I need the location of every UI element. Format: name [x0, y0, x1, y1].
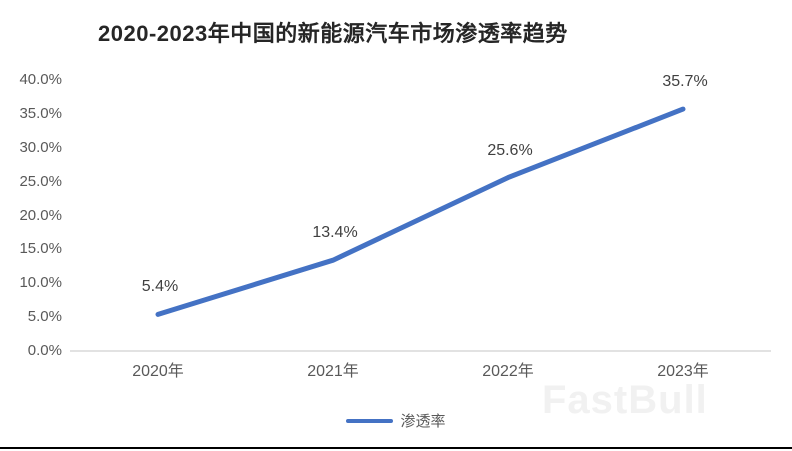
data-label: 13.4%	[312, 224, 358, 242]
data-label: 5.4%	[141, 278, 179, 296]
y-axis-tick-label: 35.0%	[19, 104, 62, 122]
legend: 渗透率	[0, 410, 792, 431]
y-axis-tick-label: 5.0%	[27, 308, 62, 326]
series-line	[155, 106, 686, 317]
x-axis-label: 2021年	[307, 363, 359, 380]
bottom-border	[0, 447, 792, 449]
y-axis-tick-label: 0.0%	[27, 342, 62, 359]
legend-series-label: 渗透率	[400, 413, 446, 430]
legend-line-swatch	[346, 418, 394, 423]
data-label: 35.7%	[662, 73, 708, 91]
x-axis-label: 2022年	[482, 363, 534, 380]
y-axis-tick-label: 30.0%	[19, 138, 62, 156]
y-axis-tick-label: 25.0%	[19, 172, 62, 190]
x-axis-label: 2020年	[132, 363, 184, 380]
data-label: 25.6%	[487, 141, 533, 159]
y-axis-tick-label: 10.0%	[19, 274, 62, 292]
chart-title: 2020-2023年中国的新能源汽车市场渗透率趋势	[98, 21, 568, 46]
y-axis-tick-label: 20.0%	[19, 206, 62, 224]
y-axis-tick-label: 40.0%	[19, 71, 62, 88]
y-axis-tick-label: 15.0%	[19, 240, 62, 258]
watermark: FastBull	[542, 378, 708, 422]
x-axis-label: 2023年	[657, 363, 709, 380]
